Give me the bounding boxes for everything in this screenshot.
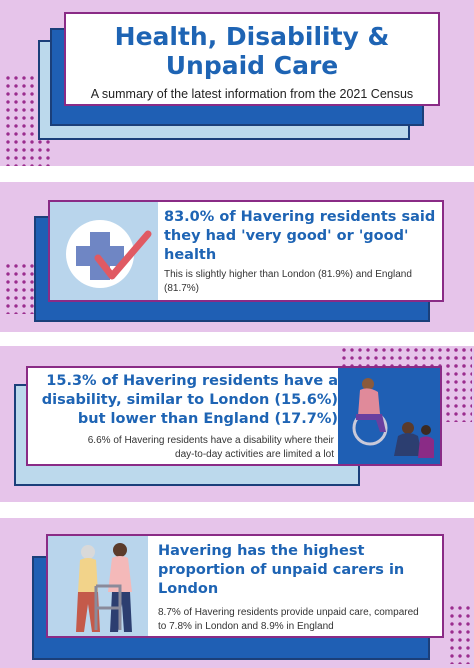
section3-body-line2: to 7.8% in London and 8.9% in England bbox=[158, 621, 334, 632]
section1-body-line2: (81.7%) bbox=[164, 283, 200, 294]
section1-body-line1: This is slightly higher than London (81.… bbox=[164, 269, 412, 280]
section3-card: Havering has the highest proportion of u… bbox=[46, 534, 444, 638]
section2-body-line1: 6.6% of Havering residents have a disabi… bbox=[87, 435, 334, 446]
page-title-line1: Health, Disability & bbox=[114, 22, 390, 51]
section3-heading-line1: Havering has the highest bbox=[158, 543, 365, 559]
section2-body-line2: day-to-day activities are limited a lot bbox=[175, 449, 334, 460]
health-illustration bbox=[50, 202, 158, 300]
section2-heading-line2: disability, similar to London (15.6%) bbox=[41, 392, 338, 408]
section1-heading-line2: they had 'very good' or 'good' bbox=[164, 228, 409, 244]
section1-heading-line1: 83.0% of Havering residents said bbox=[164, 209, 436, 225]
decorative-dots-section2 bbox=[340, 346, 470, 368]
section1-card: 83.0% of Havering residents said they ha… bbox=[48, 200, 444, 302]
section3-body-line1: 8.7% of Havering residents provide unpai… bbox=[158, 607, 419, 618]
carer-illustration-panel bbox=[48, 536, 148, 636]
section2-heading-line1: 15.3% of Havering residents have a bbox=[46, 373, 338, 389]
header-card: Health, Disability & Unpaid Care A summa… bbox=[64, 12, 440, 106]
section3-heading-line3: London bbox=[158, 581, 219, 597]
health-cross-check-icon bbox=[66, 220, 152, 288]
section1-heading-line3: health bbox=[164, 247, 217, 263]
section2-card: 15.3% of Havering residents have a disab… bbox=[26, 366, 442, 466]
carer-illustration bbox=[76, 543, 132, 632]
disability-people-illustration bbox=[342, 372, 436, 460]
page-subtitle: A summary of the latest information from… bbox=[90, 87, 414, 101]
page-title-line2: Unpaid Care bbox=[165, 51, 339, 80]
decorative-dots-section3 bbox=[448, 604, 472, 664]
section3-heading-line2: proportion of unpaid carers in bbox=[158, 562, 405, 578]
decorative-dots-section2-side bbox=[444, 346, 472, 422]
disability-illustration bbox=[338, 368, 440, 464]
section2-heading-line3: but lower than England (17.7%) bbox=[77, 411, 338, 427]
